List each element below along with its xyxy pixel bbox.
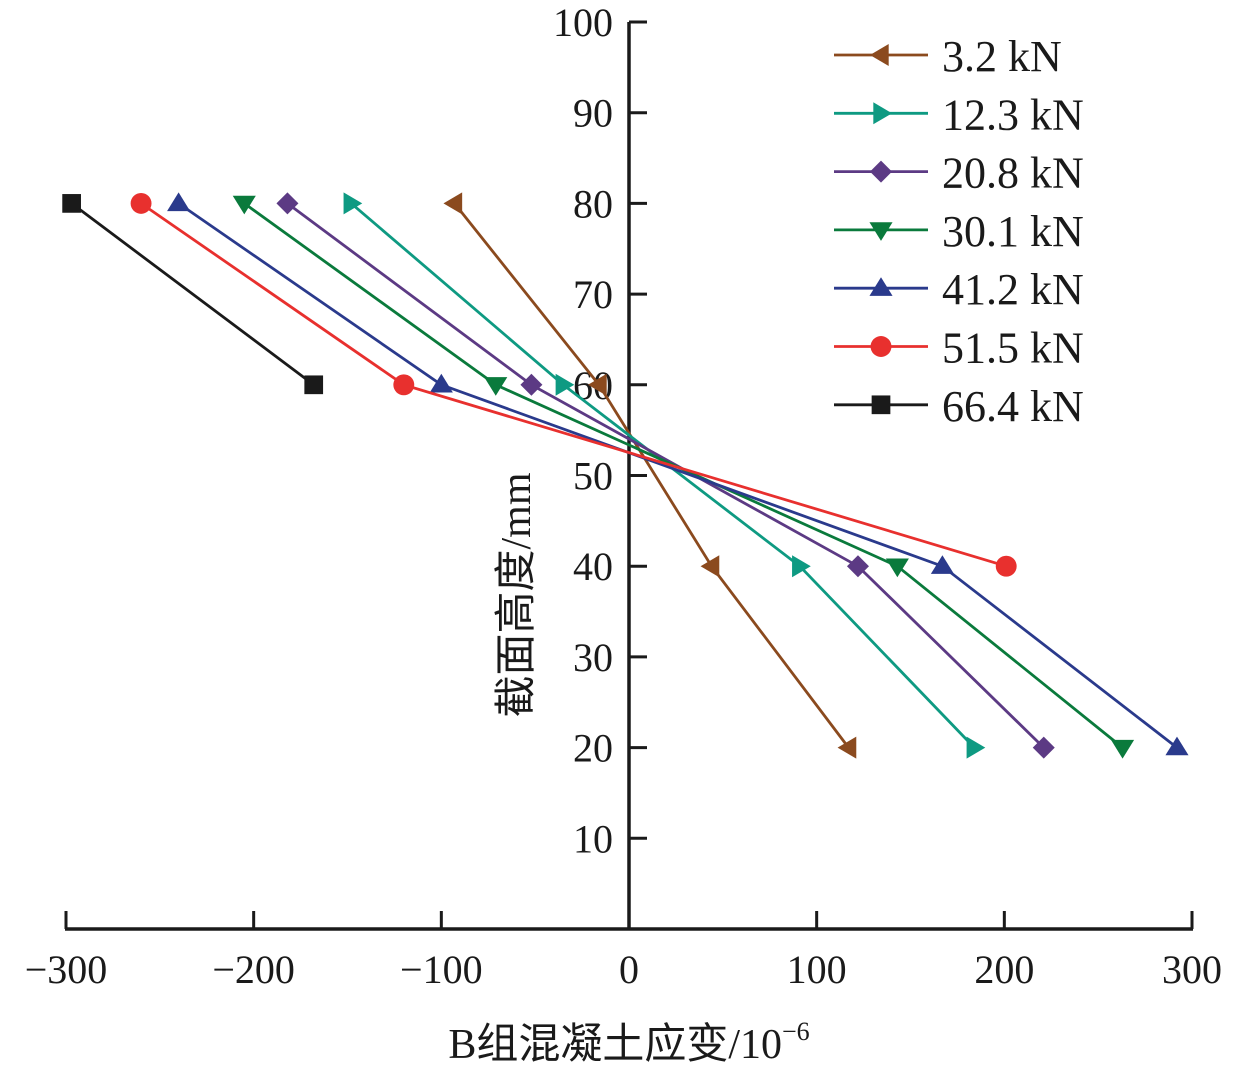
series-41-2-kn — [167, 192, 1189, 756]
legend-label: 51.5 kN — [942, 324, 1084, 373]
data-point — [995, 555, 1017, 577]
y-tick-label: 20 — [573, 726, 613, 771]
data-point — [930, 555, 954, 574]
data-point — [885, 558, 909, 578]
y-ticks: 102030405060708090100 — [553, 0, 647, 861]
legend-label: 20.8 kN — [942, 149, 1084, 198]
legend-marker — [869, 222, 893, 241]
data-point — [555, 373, 575, 396]
legend-label: 3.2 kN — [942, 32, 1062, 81]
legend-marker — [870, 160, 892, 183]
legend-item: 30.1 kN — [834, 207, 1084, 256]
x-tick-label: −200 — [212, 947, 295, 992]
data-point — [343, 192, 363, 215]
y-tick-label: 100 — [553, 0, 613, 45]
y-tick-label: 10 — [573, 816, 613, 861]
data-point — [232, 195, 256, 215]
legend-item: 41.2 kN — [834, 265, 1084, 314]
legend-label: 30.1 kN — [942, 207, 1084, 256]
x-axis-title: B组混凝土应变/10−6 — [448, 1017, 809, 1068]
series-30-1-kn — [232, 195, 1135, 759]
series-line — [350, 202, 976, 749]
series-3-2-kn — [443, 192, 857, 759]
x-tick-label: 300 — [1162, 947, 1222, 992]
legend-label: 12.3 kN — [942, 90, 1084, 139]
data-point — [587, 373, 607, 396]
data-point — [393, 374, 415, 396]
data-point — [1032, 736, 1055, 759]
series-51-5-kn — [130, 192, 1017, 577]
data-point — [130, 192, 152, 214]
y-tick-label: 40 — [573, 544, 613, 589]
data-point — [429, 373, 453, 393]
x-tick-label: 100 — [787, 947, 847, 992]
data-point — [1111, 739, 1135, 759]
legend-marker — [873, 102, 892, 125]
x-axis-title-superscript: −6 — [782, 1017, 810, 1046]
legend-item: 66.4 kN — [834, 382, 1084, 431]
y-tick-label: 90 — [573, 91, 613, 136]
data-point — [304, 375, 324, 395]
y-tick-label: 50 — [573, 454, 613, 499]
x-tick-label: 200 — [974, 947, 1034, 992]
legend-marker — [869, 277, 893, 296]
data-point — [846, 555, 869, 578]
data-point — [167, 192, 191, 212]
series-line — [286, 202, 1045, 749]
series-20-8-kn — [276, 192, 1055, 759]
data-point — [792, 555, 811, 578]
series-line — [70, 202, 315, 386]
x-tick-label: −100 — [400, 947, 483, 992]
x-ticks: −300 −200 −100 0 100 200 300 — [25, 911, 1222, 992]
data-point — [276, 192, 299, 215]
legend-marker — [870, 44, 889, 66]
series-line — [243, 202, 1124, 749]
legend-marker — [870, 336, 892, 357]
series-line — [453, 202, 850, 749]
data-point — [443, 192, 463, 215]
y-tick-label: 70 — [573, 272, 613, 317]
x-axis-title-text: B组混凝土应变/10 — [448, 1021, 782, 1068]
y-axis-title: 截面高度/mm — [494, 472, 540, 717]
legend-marker — [871, 395, 891, 415]
y-tick-label: 30 — [573, 635, 613, 680]
data-point — [520, 373, 543, 396]
legend-label: 66.4 kN — [942, 382, 1084, 431]
x-tick-label: 0 — [619, 947, 639, 992]
y-tick-label: 80 — [573, 181, 613, 226]
legend-item: 3.2 kN — [834, 32, 1062, 81]
data-point — [966, 736, 986, 759]
legend-label: 41.2 kN — [942, 265, 1084, 314]
series-layer — [62, 192, 1189, 759]
data-point — [484, 377, 508, 396]
data-point — [837, 736, 857, 759]
series-line — [177, 202, 1178, 749]
series-12-3-kn — [343, 192, 986, 759]
legend-item: 12.3 kN — [834, 90, 1084, 139]
series-66-4-kn — [62, 194, 324, 395]
data-point — [700, 555, 720, 578]
legend: 3.2 kN 12.3 kN 20.8 kN 30.1 kN 41.2 kN 51.5 k… — [834, 32, 1084, 431]
legend-item: 20.8 kN — [834, 149, 1084, 198]
legend-item: 51.5 kN — [834, 324, 1084, 373]
data-point — [62, 194, 81, 213]
data-point — [1165, 736, 1189, 756]
x-tick-label: −300 — [25, 947, 108, 992]
